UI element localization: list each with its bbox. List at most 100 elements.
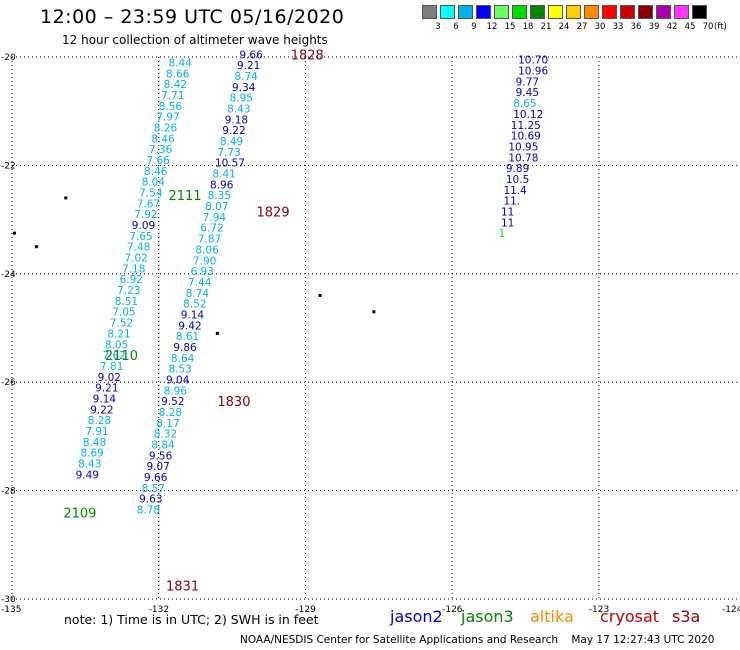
- swh-label: 1: [499, 228, 506, 240]
- swh-label: 10.69: [511, 131, 541, 143]
- swh-label: 7.73: [217, 147, 240, 159]
- legend-swatch: [674, 5, 689, 19]
- swh-label: 8.46: [151, 133, 175, 145]
- pass-label: 1828: [291, 48, 324, 63]
- satellite-label: jason3: [461, 607, 514, 626]
- swh-label: 8.56: [159, 101, 183, 113]
- swh-label: 7.91: [85, 426, 108, 438]
- swh-label: 9.63: [139, 494, 162, 506]
- island-dot: [34, 245, 38, 249]
- x-tick-label: -123: [589, 605, 609, 615]
- swh-label: 8.05: [105, 339, 128, 351]
- swh-label: 8.26: [154, 122, 178, 134]
- swh-label: 8.52: [183, 299, 206, 311]
- legend-label: 21: [540, 22, 552, 32]
- x-tick-label: -129: [295, 605, 316, 615]
- swh-label: 9.86: [173, 342, 197, 354]
- pass-label: 1831: [166, 579, 199, 594]
- swh-label: 10.5: [506, 174, 529, 186]
- island-dot: [64, 196, 68, 200]
- swh-label: 9.07: [146, 461, 169, 473]
- swh-label: 7.65: [129, 231, 152, 243]
- swh-label: 7.94: [203, 212, 227, 224]
- y-tick-label: -28: [1, 487, 16, 497]
- legend-label: 70: [702, 22, 714, 32]
- swh-label: 9.14: [181, 309, 205, 321]
- x-tick-label: -135: [1, 605, 21, 615]
- swh-label: 7.23: [117, 285, 140, 297]
- legend-unit: (ft): [714, 22, 727, 32]
- swh-label: 8.04: [142, 177, 166, 189]
- swh-label: 8.57: [142, 483, 165, 495]
- legend-label: 39: [648, 22, 660, 32]
- swh-label: 8.84: [151, 440, 175, 452]
- swh-label: 11.4: [503, 185, 527, 197]
- y-tick-label: -20: [1, 53, 16, 63]
- swh-label: 9.02: [98, 372, 121, 384]
- swh-label: 9.04: [166, 374, 190, 386]
- legend-swatch: [584, 5, 599, 19]
- legend-swatch: [494, 5, 509, 19]
- swh-label: 9.14: [93, 393, 117, 405]
- swh-label: 9.42: [178, 320, 201, 332]
- swh-label: 6.72: [200, 223, 223, 235]
- y-tick-label: -24: [1, 270, 16, 280]
- swh-label: 9.21: [237, 60, 260, 72]
- note-text: note: 1) Time is in UTC; 2) SWH is in fe…: [64, 612, 319, 627]
- legend-label: 9: [471, 22, 477, 32]
- swh-label: 7.81: [100, 361, 123, 373]
- island-dot: [215, 331, 219, 335]
- island-dot: [318, 293, 322, 297]
- satellite-label: s3a: [672, 607, 701, 626]
- swh-label: 8.21: [107, 328, 130, 340]
- credit-text: NOAA/NESDIS Center for Satellite Applica…: [240, 634, 558, 646]
- island-dot: [372, 310, 376, 314]
- swh-label: 10.70: [518, 55, 548, 67]
- swh-label: 8.51: [115, 296, 138, 308]
- swh-label: 9.66: [239, 49, 263, 61]
- legend-swatch: [566, 5, 581, 19]
- swh-label: 8.07: [205, 201, 228, 213]
- legend-swatch: [440, 5, 455, 19]
- swh-label: 9.49: [76, 469, 99, 481]
- swh-label: 9.34: [232, 82, 256, 94]
- pass-label: 1829: [257, 205, 290, 220]
- legend-swatch: [692, 5, 707, 19]
- x-tick-label: -126: [442, 605, 463, 615]
- swh-label: 7.18: [122, 263, 145, 275]
- swh-label: 7.90: [193, 255, 216, 267]
- swh-label: 11: [501, 217, 514, 229]
- swh-label: 9.52: [161, 396, 184, 408]
- y-tick-label: -22: [1, 161, 16, 171]
- swh-label: 9.66: [144, 472, 168, 484]
- swh-label: 8.43: [78, 459, 101, 471]
- swh-label: 9.22: [222, 125, 245, 137]
- credit-line: NOAA/NESDIS Center for Satellite Applica…: [240, 634, 714, 646]
- swh-label: 7.97: [156, 112, 179, 124]
- legend-swatch: [638, 5, 653, 19]
- pass-label: 2110: [105, 349, 138, 364]
- swh-label: 10.57: [215, 158, 245, 170]
- swh-label: 7.36: [149, 144, 173, 156]
- legend-label: 45: [684, 22, 696, 32]
- swh-label: 10.12: [513, 109, 543, 121]
- swh-label: 9.89: [506, 163, 529, 175]
- island-dot: [12, 231, 16, 235]
- swh-label: 6.93: [190, 266, 213, 278]
- swh-label: 9.09: [132, 220, 155, 232]
- legend-swatch: [530, 5, 545, 19]
- swh-label: 8.41: [212, 169, 235, 181]
- swh-label: 7.87: [198, 234, 221, 246]
- x-tick-label: -124: [722, 605, 740, 615]
- swh-label: 8.35: [208, 190, 231, 202]
- swh-label: 8.44: [168, 57, 192, 69]
- legend-label: 18: [522, 22, 534, 32]
- swh-label: 8.49: [220, 136, 243, 148]
- swh-label: 8.66: [166, 68, 190, 80]
- legend-swatch: [620, 5, 635, 19]
- swh-label: 7.62: [102, 350, 125, 362]
- legend-label: 30: [594, 22, 606, 32]
- pass-label: 1830: [217, 395, 250, 410]
- swh-label: 8.96: [164, 385, 188, 397]
